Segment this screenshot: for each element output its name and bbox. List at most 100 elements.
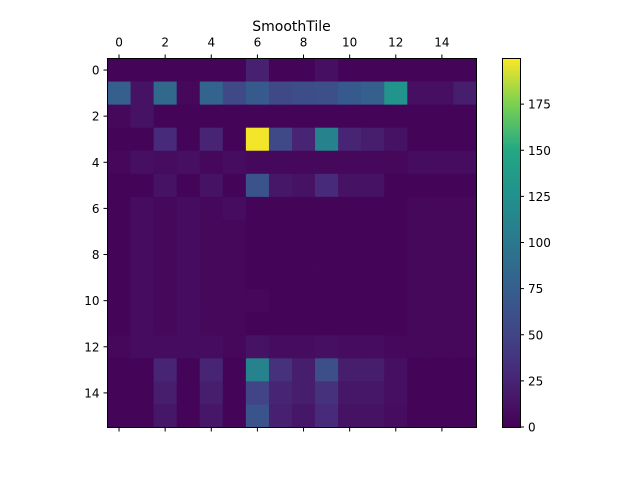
heatmap-cell bbox=[361, 358, 385, 382]
heatmap-cell bbox=[361, 312, 385, 336]
heatmap-cell bbox=[130, 381, 155, 405]
heatmap-cell bbox=[199, 173, 224, 198]
heatmap-cell bbox=[130, 358, 155, 382]
heatmap-cell bbox=[430, 358, 454, 382]
heatmap-cell bbox=[176, 173, 201, 198]
heatmap-cell bbox=[315, 127, 339, 152]
heatmap-cell bbox=[153, 358, 178, 382]
heatmap-cell bbox=[361, 335, 385, 359]
heatmap-cell bbox=[222, 243, 247, 267]
heatmap-cell bbox=[199, 243, 224, 267]
heatmap-cell bbox=[430, 312, 454, 336]
y-tick-label: 12 bbox=[84, 340, 99, 354]
heatmap-cell bbox=[384, 58, 408, 82]
heatmap-cell bbox=[338, 312, 362, 336]
heatmap-cell bbox=[453, 243, 477, 267]
heatmap-cell bbox=[268, 358, 293, 382]
heatmap-cell bbox=[430, 150, 454, 175]
colorbar-ticks: 0 25 50 75 100 125 150 175 bbox=[520, 98, 551, 435]
heatmap-cell bbox=[292, 81, 316, 106]
heatmap-cell bbox=[361, 219, 385, 244]
heatmap-cell bbox=[245, 266, 270, 290]
heatmap-cell bbox=[292, 127, 316, 152]
heatmap-cell bbox=[268, 312, 293, 336]
heatmap-cell bbox=[107, 335, 131, 359]
heatmap-cell bbox=[245, 381, 270, 405]
heatmap-cell bbox=[268, 173, 293, 198]
heatmap-cell bbox=[407, 219, 431, 244]
heatmap-cell bbox=[245, 196, 270, 221]
heatmap-cell bbox=[176, 358, 201, 382]
heatmap-cell bbox=[245, 219, 270, 244]
heatmap-cell bbox=[292, 104, 316, 129]
heatmap-cell bbox=[222, 381, 247, 405]
heatmap-cell bbox=[384, 381, 408, 405]
heatmap-cell bbox=[245, 58, 270, 82]
heatmap-cell bbox=[315, 150, 339, 175]
heatmap-cell bbox=[384, 173, 408, 198]
heatmap-cell bbox=[338, 404, 362, 428]
heatmap-cell bbox=[153, 58, 178, 82]
heatmap-cell bbox=[268, 335, 293, 359]
heatmap-cell bbox=[453, 404, 477, 428]
heatmap-cell bbox=[245, 243, 270, 267]
heatmap-cell bbox=[453, 104, 477, 129]
colorbar-tick-label: 0 bbox=[528, 421, 536, 435]
heatmap-cell bbox=[153, 381, 178, 405]
x-tick-label: 10 bbox=[342, 36, 357, 50]
x-axis-ticks: 0 2 4 6 8 10 12 14 bbox=[115, 36, 450, 432]
heatmap-cell bbox=[153, 335, 178, 359]
heatmap-cell bbox=[245, 104, 270, 129]
heatmap-cell bbox=[153, 81, 178, 106]
colorbar-tick-label: 75 bbox=[528, 282, 543, 296]
heatmap-cell bbox=[453, 196, 477, 221]
heatmap-cell bbox=[176, 335, 201, 359]
heatmap-cell bbox=[361, 81, 385, 106]
heatmap-cell bbox=[384, 150, 408, 175]
heatmap-cell bbox=[130, 335, 155, 359]
heatmap-cell bbox=[430, 404, 454, 428]
heatmap-cell bbox=[222, 196, 247, 221]
colorbar-tick-label: 125 bbox=[528, 190, 551, 204]
heatmap-cell bbox=[338, 173, 362, 198]
heatmap-cell bbox=[384, 243, 408, 267]
heatmap-cell bbox=[176, 381, 201, 405]
heatmap-cell bbox=[130, 404, 155, 428]
heatmap-cell bbox=[407, 335, 431, 359]
heatmap-cell bbox=[130, 150, 155, 175]
heatmap-cell bbox=[107, 289, 131, 313]
heatmap-cell bbox=[430, 127, 454, 152]
heatmap-cell bbox=[153, 404, 178, 428]
heatmap-cell bbox=[176, 81, 201, 106]
heatmap-cell bbox=[107, 81, 131, 106]
heatmap-cell bbox=[384, 104, 408, 129]
heatmap-cell bbox=[338, 289, 362, 313]
heatmap-cell bbox=[453, 150, 477, 175]
heatmap-cell bbox=[222, 358, 247, 382]
heatmap-cell bbox=[338, 358, 362, 382]
heatmap-cell bbox=[292, 266, 316, 290]
heatmap-cell bbox=[222, 81, 247, 106]
heatmap-cell bbox=[361, 404, 385, 428]
heatmap-cell bbox=[176, 219, 201, 244]
heatmap-cell bbox=[222, 173, 247, 198]
heatmap-cell bbox=[384, 289, 408, 313]
heatmap-cell bbox=[107, 381, 131, 405]
heatmap-cell bbox=[199, 266, 224, 290]
heatmap-cell bbox=[453, 81, 477, 106]
heatmap-cell bbox=[361, 173, 385, 198]
heatmap-cell bbox=[222, 289, 247, 313]
plot-frame bbox=[107, 58, 477, 428]
heatmap-cell bbox=[107, 150, 131, 175]
heatmap-cell bbox=[407, 266, 431, 290]
heatmap-cell bbox=[245, 335, 270, 359]
heatmap-cell bbox=[268, 404, 293, 428]
y-axis-ticks: 0 2 4 6 8 10 12 14 bbox=[84, 64, 108, 400]
heatmap-cell bbox=[453, 127, 477, 152]
heatmap-cell bbox=[199, 81, 224, 106]
heatmap-cell bbox=[430, 81, 454, 106]
heatmap-cell bbox=[430, 266, 454, 290]
heatmap-cell bbox=[107, 312, 131, 336]
heatmap-cell bbox=[292, 150, 316, 175]
